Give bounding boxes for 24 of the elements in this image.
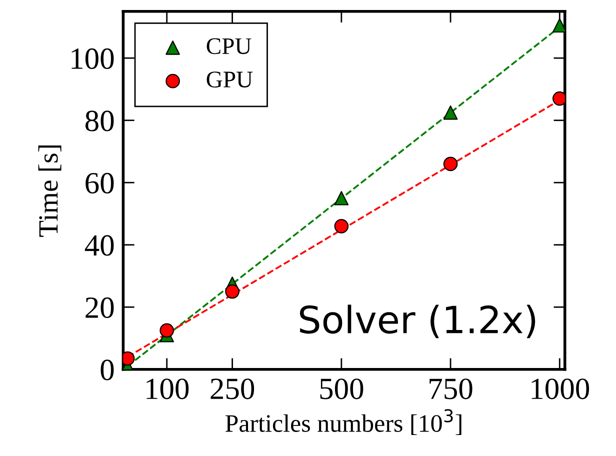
x-tick-label: 1000 (532, 378, 590, 400)
point (334, 219, 349, 234)
point (443, 105, 458, 120)
x-tick-label: 250 (210, 378, 254, 400)
point (160, 323, 174, 338)
x-tick-label: 500 (320, 378, 364, 400)
x-axis-title: Particles numbers [10$^{3}$] (226, 409, 462, 436)
point (552, 18, 565, 33)
point (443, 156, 458, 172)
y-tick-label: 0 (100, 360, 114, 380)
y-tick-label: 80 (85, 110, 114, 132)
point (552, 91, 565, 106)
y-tick-label: 100 (72, 48, 114, 69)
x-tick-label: 100 (146, 378, 189, 400)
y-tick-label: 40 (84, 235, 114, 256)
legend-label: CPU (206, 38, 252, 54)
point (225, 284, 240, 299)
x-tick-label: 750 (430, 378, 472, 400)
y-tick-label: 60 (86, 172, 114, 194)
annotation: Solver (1.2x) (300, 304, 536, 338)
y-tick-label: 20 (86, 297, 114, 318)
point (334, 191, 349, 206)
y-axis-title: Time [s] (38, 145, 62, 237)
legend-label: GPU (206, 72, 253, 88)
